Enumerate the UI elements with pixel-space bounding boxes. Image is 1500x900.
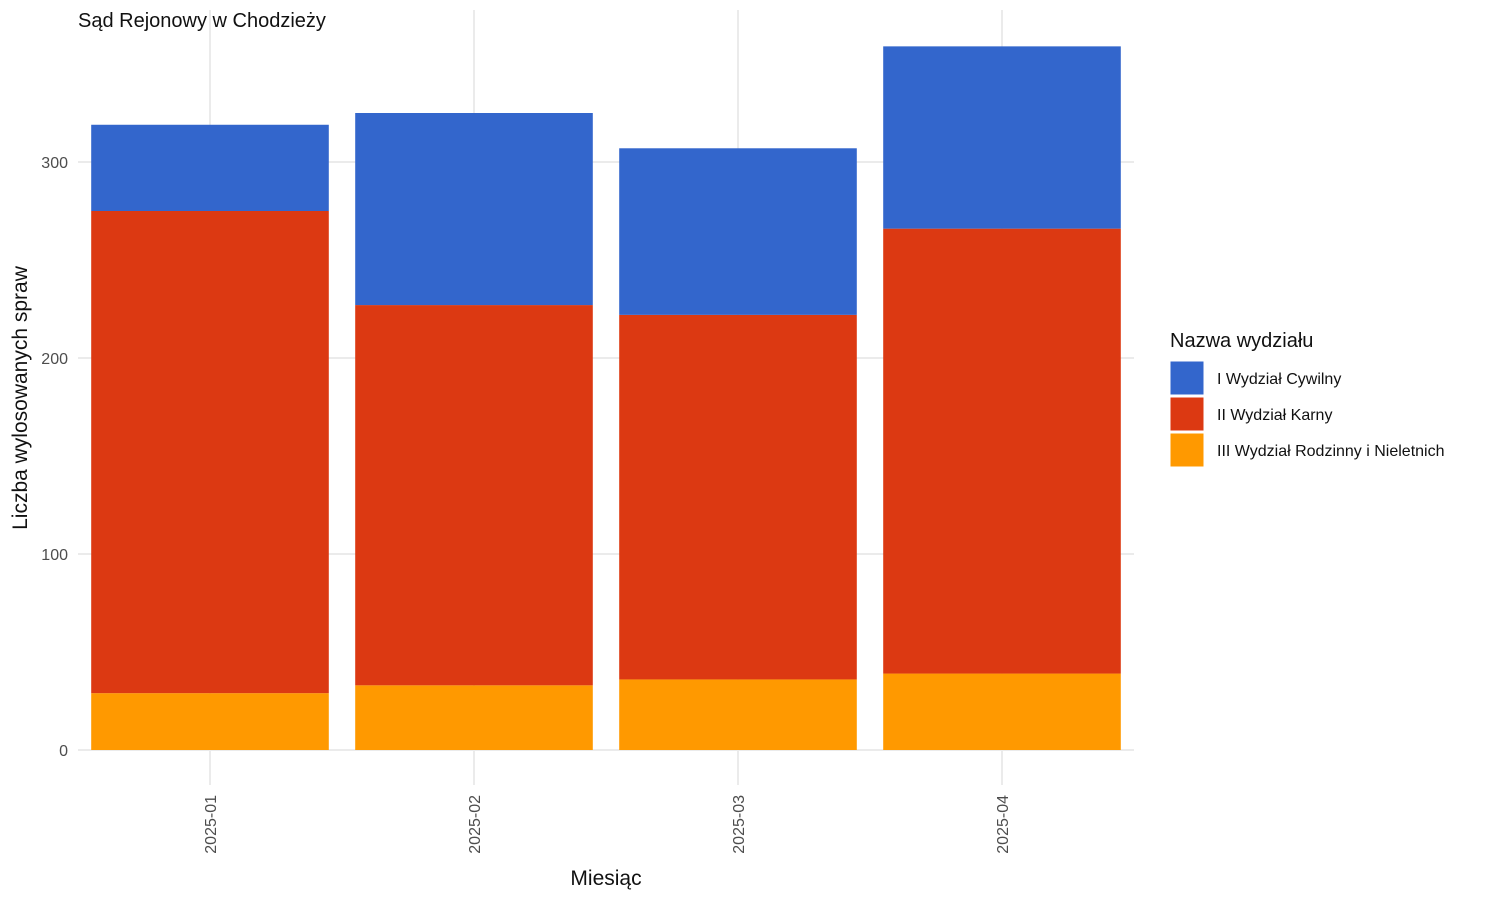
bar-2025-03-series-1	[619, 314, 857, 680]
bar-2025-04-series-1	[883, 228, 1121, 674]
y-tick-label-300: 300	[41, 155, 68, 172]
bar-2025-02-series-1	[355, 305, 593, 686]
x-axis-title: Miesiąc	[570, 867, 641, 890]
legend-label-2: III Wydział Rodzinny i Nieletnich	[1217, 443, 1445, 460]
legend-swatch-1	[1169, 396, 1205, 432]
bar-2025-01-series-2	[91, 124, 329, 211]
bar-2025-01-series-1	[91, 211, 329, 694]
legend-label-1: II Wydział Karny	[1217, 407, 1332, 424]
x-tick-label-2025-02: 2025-02	[467, 795, 484, 854]
y-tick-label-0: 0	[59, 743, 68, 760]
bar-2025-04-series-0	[883, 673, 1121, 750]
bar-2025-02-series-2	[355, 113, 593, 306]
axis-layer: 0 100 200 300 2025-01 2025-02 2025-03 2025-04	[41, 155, 1012, 854]
bars-layer	[91, 46, 1121, 750]
bar-2025-01-series-0	[91, 693, 329, 750]
y-axis-title: Liczba wylosowanych spraw	[9, 265, 32, 530]
x-tick-label-2025-03: 2025-03	[731, 795, 748, 854]
legend-title: Nazwa wydziału	[1170, 330, 1313, 352]
y-tick-label-100: 100	[41, 547, 68, 564]
bar-2025-02-series-0	[355, 685, 593, 750]
bar-2025-03-series-0	[619, 679, 857, 750]
x-tick-label-2025-04: 2025-04	[995, 795, 1012, 854]
bar-2025-04-series-2	[883, 46, 1121, 229]
chart-title: Sąd Rejonowy w Chodzieży	[78, 10, 326, 32]
y-tick-label-200: 200	[41, 351, 68, 368]
legend-swatch-0	[1169, 360, 1205, 396]
x-tick-label-2025-01: 2025-01	[203, 795, 220, 854]
legend-swatch-2	[1169, 432, 1205, 468]
bar-2025-03-series-2	[619, 148, 857, 315]
legend-label-0: I Wydział Cywilny	[1217, 371, 1341, 388]
legend: Nazwa wydziału I Wydział Cywilny II Wydzi…	[1169, 330, 1445, 468]
